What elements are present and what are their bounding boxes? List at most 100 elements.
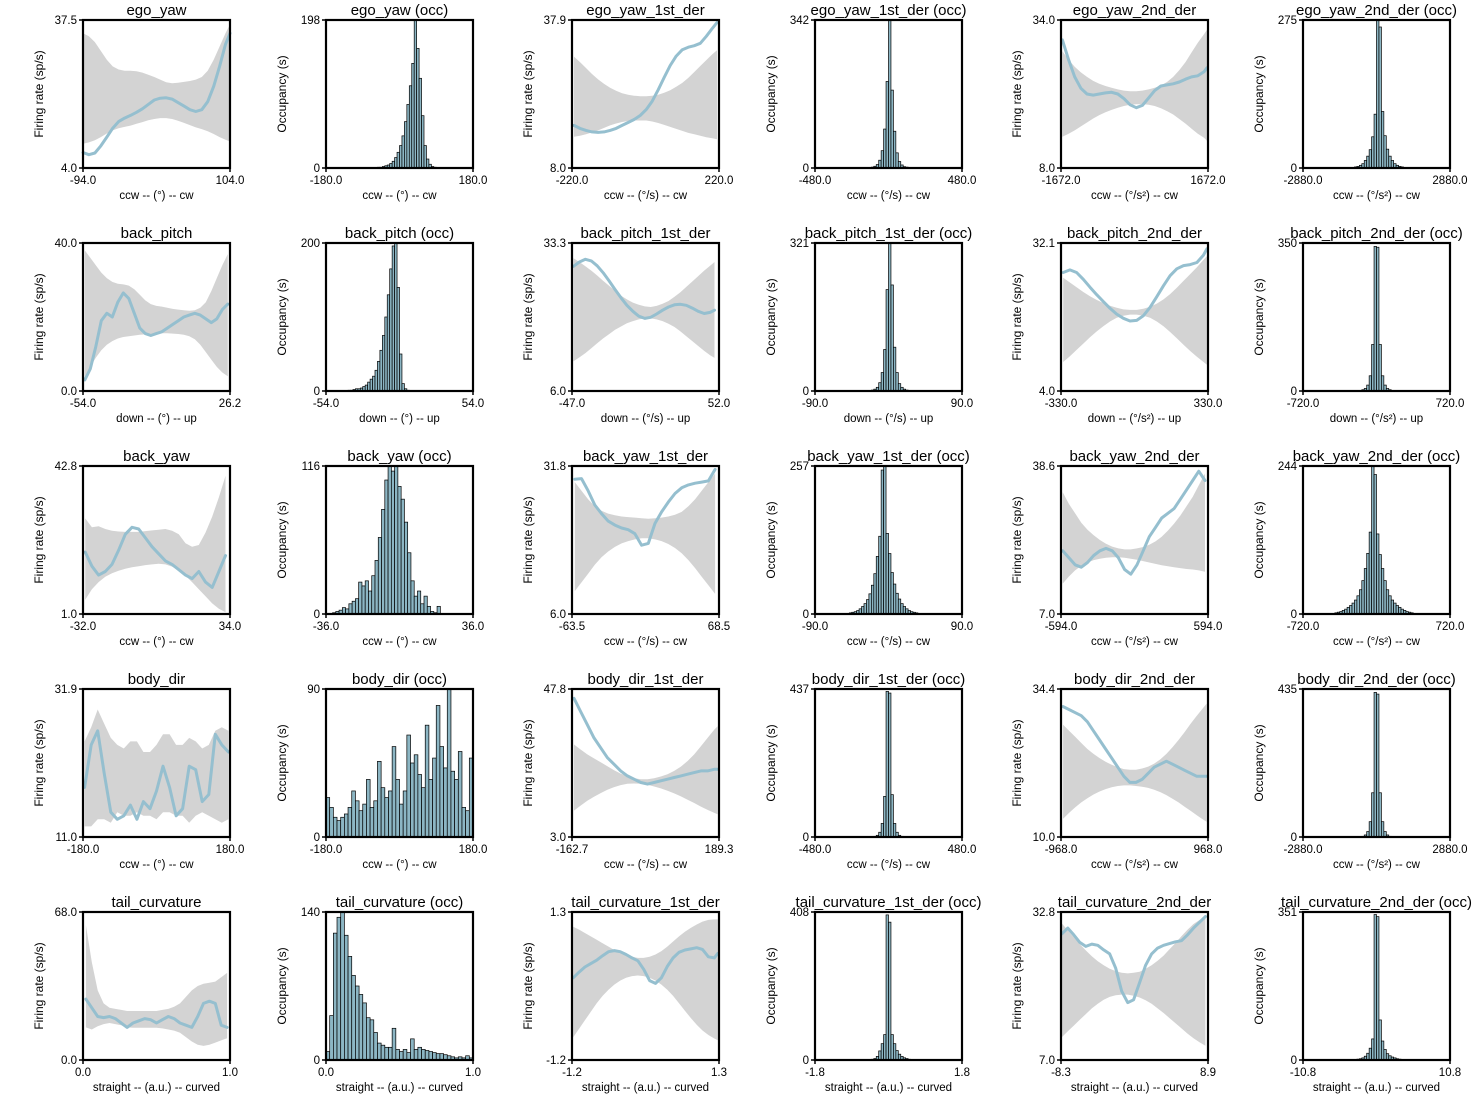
histogram-bar bbox=[880, 150, 884, 169]
histogram-bar bbox=[1373, 474, 1377, 615]
histogram-bar bbox=[355, 598, 360, 615]
x-tick-label: -2880.0 bbox=[1283, 175, 1322, 187]
histogram-bar bbox=[866, 599, 870, 615]
subplot-title: back_yaw bbox=[123, 448, 190, 465]
subplot-title: body_dir_2nd_der bbox=[1074, 671, 1195, 688]
histogram-bar bbox=[336, 916, 342, 1061]
x-axis-label: straight -- (a.u.) -- curved bbox=[1313, 1082, 1440, 1094]
confidence-band bbox=[83, 24, 230, 144]
subplot-title: back_pitch bbox=[121, 225, 193, 242]
y-axis-label: Firing rate (sp/s) bbox=[32, 50, 46, 137]
histogram-bar bbox=[406, 734, 411, 838]
subplot-title: back_pitch_1st_der (occ) bbox=[805, 225, 973, 242]
x-tick-label: -63.5 bbox=[559, 621, 585, 633]
histogram-bar bbox=[421, 115, 425, 169]
subplot-title: tail_curvature_1st_der (occ) bbox=[796, 894, 982, 911]
histogram-bar bbox=[388, 1046, 393, 1061]
histogram-bar bbox=[364, 580, 369, 615]
tuning-curve bbox=[81, 31, 232, 157]
histogram-bar bbox=[868, 593, 872, 615]
y-tick-label: 0 bbox=[803, 386, 809, 398]
y-tick-label: 8.0 bbox=[550, 163, 566, 175]
y-axis-label: Occupancy (s) bbox=[1252, 501, 1266, 578]
x-axis-label: down -- (°/s²) -- up bbox=[1330, 413, 1423, 425]
confidence-band bbox=[573, 258, 715, 362]
x-axis-label: ccw -- (°/s²) -- cw bbox=[1091, 190, 1179, 202]
y-tick-label: 33.3 bbox=[544, 238, 566, 250]
y-axis-label: Firing rate (sp/s) bbox=[1010, 719, 1024, 806]
x-tick-label: 52.0 bbox=[708, 398, 730, 410]
axes-frame bbox=[1301, 241, 1452, 393]
y-tick-label: 42.8 bbox=[55, 461, 77, 473]
histogram-bar bbox=[1373, 113, 1377, 169]
histogram-bar bbox=[381, 509, 386, 615]
confidence-band bbox=[1063, 703, 1207, 822]
axes-frame bbox=[570, 910, 721, 1062]
histogram-bar bbox=[387, 465, 392, 615]
x-tick-label: -47.0 bbox=[559, 398, 585, 410]
y-tick-label: 6.0 bbox=[550, 609, 566, 621]
histogram-bar bbox=[423, 595, 428, 615]
x-tick-label: 54.0 bbox=[462, 398, 484, 410]
y-tick-label: 0 bbox=[314, 1055, 320, 1067]
subplot-title: tail_curvature bbox=[111, 894, 201, 911]
histogram-bar bbox=[426, 605, 431, 615]
histogram-bar bbox=[1368, 531, 1372, 615]
y-tick-label: 37.5 bbox=[55, 15, 77, 27]
axes-frame bbox=[1059, 241, 1210, 393]
histogram-bar bbox=[390, 470, 395, 615]
histogram-bar bbox=[893, 1043, 897, 1061]
axes-frame bbox=[1301, 910, 1452, 1062]
x-tick-label: 68.5 bbox=[708, 621, 730, 633]
y-tick-label: 1.0 bbox=[61, 609, 77, 621]
histogram-bar bbox=[439, 746, 444, 838]
histogram-bar bbox=[377, 761, 382, 838]
histogram-bar bbox=[348, 603, 353, 615]
histogram-bar bbox=[368, 590, 373, 615]
histogram-bar bbox=[410, 1038, 415, 1061]
histogram-bar bbox=[388, 790, 393, 838]
histogram-bar bbox=[1361, 580, 1365, 615]
histogram-bar bbox=[417, 590, 422, 615]
histogram-bar bbox=[890, 794, 894, 838]
histogram-bar bbox=[888, 242, 892, 392]
x-axis-label: ccw -- (°/s²) -- cw bbox=[1333, 190, 1421, 202]
axes-frame bbox=[1059, 464, 1210, 616]
histogram-bar bbox=[426, 158, 430, 169]
y-axis-label: Occupancy (s) bbox=[275, 947, 289, 1024]
x-tick-label: 220.0 bbox=[705, 175, 734, 187]
x-tick-label: 594.0 bbox=[1194, 621, 1223, 633]
histogram-bar bbox=[396, 287, 400, 392]
y-tick-label: 351 bbox=[1278, 907, 1297, 919]
histogram-bar bbox=[347, 807, 353, 838]
subplot: back_pitch_2nd_der 32.1 4.0-330.0 330.0 down… bbox=[1010, 225, 1222, 425]
y-tick-label: 34.4 bbox=[1033, 684, 1056, 696]
y-axis-label: Firing rate (sp/s) bbox=[32, 273, 46, 360]
axes-frame bbox=[813, 18, 964, 170]
histogram-bar bbox=[367, 381, 371, 392]
histogram-bar bbox=[888, 921, 892, 1061]
histogram-bar bbox=[885, 691, 889, 838]
histogram-bar bbox=[355, 985, 360, 1061]
y-tick-label: 32.1 bbox=[1033, 238, 1055, 250]
subplot-title: back_yaw_1st_der (occ) bbox=[807, 448, 970, 465]
confidence-band bbox=[574, 50, 717, 140]
tuning-curve bbox=[1061, 705, 1209, 784]
histogram-bar bbox=[416, 48, 420, 169]
axes-frame bbox=[324, 910, 475, 1062]
x-tick-label: -54.0 bbox=[70, 398, 96, 410]
axes-frame bbox=[81, 18, 232, 170]
histogram-bar bbox=[401, 135, 405, 169]
histogram-bar bbox=[410, 762, 415, 838]
histogram-bar bbox=[424, 724, 430, 838]
histogram-bar bbox=[394, 465, 399, 615]
histogram-bar bbox=[1371, 792, 1375, 838]
y-axis-label: Occupancy (s) bbox=[764, 55, 778, 132]
subplot: ego_yaw (occ) 198 0-180.0 180.0 ccw -- (°) -… bbox=[275, 2, 487, 202]
histogram-bar bbox=[384, 316, 388, 392]
histogram-bar bbox=[890, 1034, 894, 1061]
histogram-bar bbox=[1381, 568, 1385, 615]
histogram-bar bbox=[382, 335, 386, 392]
y-tick-label: 90 bbox=[307, 684, 320, 696]
